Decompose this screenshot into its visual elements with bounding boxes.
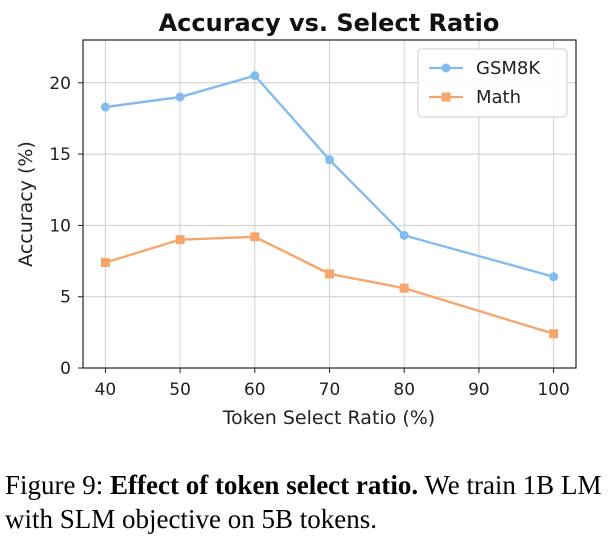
data-point-math <box>250 232 260 242</box>
legend-label-math: Math <box>476 87 521 108</box>
x-tick-label: 40 <box>95 380 117 400</box>
data-point-gsm8k <box>100 102 110 112</box>
data-point-math <box>175 235 185 245</box>
data-point-math <box>325 269 334 279</box>
y-tick-label: 20 <box>49 74 71 94</box>
data-point-math <box>100 257 110 267</box>
legend-marker-gsm8k <box>441 63 451 73</box>
legend: GSM8K Math <box>417 48 568 118</box>
y-tick-label: 10 <box>49 216 71 236</box>
data-point-gsm8k <box>549 272 559 282</box>
figure-caption: Figure 9: Effect of token select ratio. … <box>5 468 605 536</box>
chart: Accuracy vs. Select Ratio 40 50 60 70 80 90 10… <box>15 9 577 429</box>
legend-box <box>417 48 568 118</box>
y-tick-label: 15 <box>49 145 71 165</box>
x-tick-label: 50 <box>169 380 191 400</box>
data-point-gsm8k <box>250 71 260 81</box>
series-line-math <box>105 235 554 335</box>
data-point-gsm8k <box>325 155 334 165</box>
chart-title: Accuracy vs. Select Ratio <box>159 9 500 37</box>
x-tick-label: 90 <box>468 380 490 400</box>
y-axis-ticks: 0 5 10 15 20 <box>49 74 83 379</box>
x-axis-label: Token Select Ratio (%) <box>222 407 435 429</box>
series-line-gsm8k <box>105 74 554 278</box>
legend-label-gsm8k: GSM8K <box>476 58 541 79</box>
series-layer <box>100 71 559 339</box>
x-tick-label: 70 <box>319 380 341 400</box>
data-point-math <box>549 329 559 339</box>
legend-marker-math <box>441 92 451 102</box>
caption-rest: We train 1B LM with SLM objective on 5B … <box>5 470 602 534</box>
caption-prefix: Figure 9: <box>5 470 110 500</box>
data-point-math <box>399 283 409 293</box>
y-tick-label: 0 <box>60 359 71 379</box>
x-tick-label: 80 <box>393 380 415 400</box>
x-axis-ticks: 40 50 60 70 80 90 100 <box>95 368 570 400</box>
data-point-gsm8k <box>175 92 185 102</box>
x-tick-label: 100 <box>537 380 569 400</box>
y-axis-label: Accuracy (%) <box>15 141 37 267</box>
caption-bold: Effect of token select ratio. <box>110 470 419 500</box>
x-tick-label: 60 <box>244 380 266 400</box>
data-point-gsm8k <box>399 230 409 240</box>
y-tick-label: 5 <box>60 288 71 308</box>
